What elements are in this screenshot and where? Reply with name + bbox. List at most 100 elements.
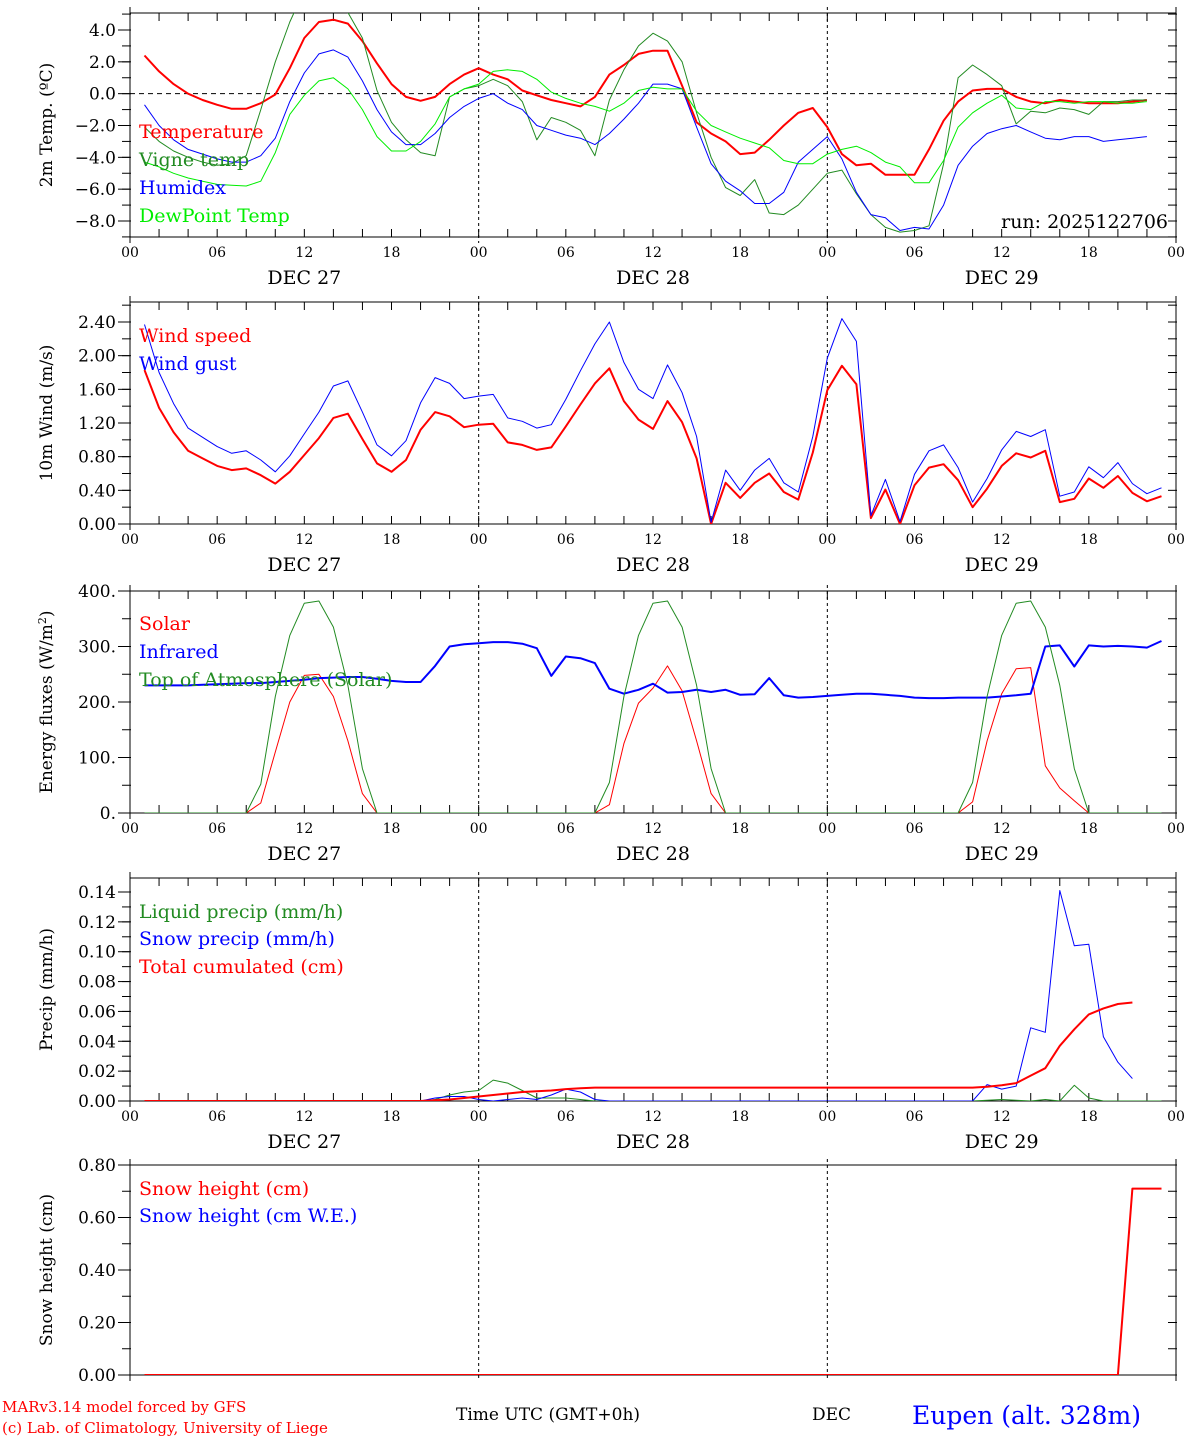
x-tick-label: 06 (208, 821, 226, 837)
y-tick-label: 4.0 (89, 21, 116, 41)
x-tick-label: 18 (1080, 821, 1098, 837)
x-tick-label: 18 (731, 1109, 749, 1125)
footer-time-label: Time UTC (GMT+0h) (456, 1405, 641, 1425)
y-tick-label: 0.40 (78, 1261, 116, 1281)
day-label: DEC 28 (616, 1131, 690, 1153)
x-tick-label: 00 (470, 532, 488, 548)
x-tick-label: 00 (121, 245, 139, 261)
y-tick-label: 100. (78, 749, 116, 769)
y-tick-label: 1.60 (78, 380, 116, 400)
x-tick-label: 12 (644, 1109, 662, 1125)
x-tick-label: 12 (993, 1109, 1011, 1125)
x-tick-label: 00 (1167, 821, 1185, 837)
series-line-humidex (144, 49, 1147, 231)
x-tick-label: 12 (644, 245, 662, 261)
y-axis-label: Precip (mm/h) (37, 928, 57, 1051)
x-tick-label: 00 (1167, 1109, 1185, 1125)
legend-entry: Wind speed (139, 325, 251, 347)
series-line-wind-speed (143, 364, 1162, 524)
y-tick-label: 0. (100, 804, 116, 824)
x-tick-label: 06 (208, 1109, 226, 1125)
x-tick-label: 18 (731, 245, 749, 261)
legend-entry: DewPoint Temp (139, 205, 290, 227)
x-tick-label: 00 (121, 1109, 139, 1125)
y-tick-label: 0.12 (78, 913, 116, 933)
legend-entry: Total cumulated (cm) (139, 956, 344, 978)
legend-entry: Snow precip (mm/h) (139, 928, 335, 950)
series-line-liquid-precip-mm-h- (144, 1079, 1162, 1101)
panel-precip: 00 06 12 18 00 06 12 18 00 06 12 18 00 DEC 27 DEC 28 DE… (37, 872, 1185, 1153)
x-tick-label: 18 (731, 532, 749, 548)
x-tick-label: 00 (470, 821, 488, 837)
y-tick-label: 0.0 (89, 85, 116, 105)
x-tick-label: 06 (208, 532, 226, 548)
y-tick-label: 400. (78, 582, 116, 602)
x-tick-label: 00 (1167, 245, 1185, 261)
series-line-solar (144, 665, 1162, 813)
x-tick-label: 18 (1080, 1109, 1098, 1125)
x-tick-label: 00 (121, 821, 139, 837)
y-axis-label-superscript: 2 (36, 617, 49, 624)
day-label: DEC 27 (267, 267, 341, 289)
x-tick-label: 00 (818, 245, 836, 261)
y-tick-label: 200. (78, 693, 116, 713)
x-tick-label: 00 (818, 532, 836, 548)
series-line-vigne-temp (144, 13, 1147, 233)
x-tick-label: 18 (1080, 245, 1098, 261)
footer-model: MARv3.14 model forced by GFS (2, 1398, 247, 1416)
x-tick-label: 12 (644, 821, 662, 837)
x-tick-label: 12 (295, 821, 313, 837)
y-tick-label: 0.06 (78, 1002, 116, 1022)
y-tick-label: 0.80 (78, 1156, 116, 1176)
y-tick-label: 0.08 (78, 973, 116, 993)
day-label: DEC 27 (267, 1131, 341, 1153)
x-tick-label: 06 (906, 821, 924, 837)
y-tick-label: 2.40 (78, 313, 116, 333)
series-line-infrared (144, 640, 1162, 700)
y-tick-label: 1.20 (78, 414, 116, 434)
y-tick-label: 0.00 (78, 1092, 116, 1112)
legend-entry: Snow height (cm W.E.) (139, 1205, 357, 1227)
y-axis-label: 10m Wind (m/s) (37, 345, 57, 482)
panel-snow-height: 0.80 0.60 0.40 0.20 0.00 Snow height (cm) Snow… (37, 1156, 1177, 1386)
legend-entry: Snow height (cm) (139, 1178, 309, 1200)
y-tick-label: 0.40 (78, 481, 116, 501)
y-tick-label: −6.0 (75, 180, 116, 200)
x-tick-label: 12 (993, 532, 1011, 548)
series-line-wind-gust (144, 318, 1162, 523)
day-label: DEC 27 (267, 843, 341, 865)
y-tick-label: −8.0 (75, 212, 116, 232)
x-tick-label: 00 (470, 1109, 488, 1125)
x-tick-label: 00 (470, 245, 488, 261)
legend-entry: Wind gust (139, 353, 237, 375)
footer-month-label: DEC (812, 1405, 852, 1425)
panel-2m-temp-: 00 06 12 18 00 06 12 18 00 06 12 18 00 DEC 27 DEC 28 DE… (37, 7, 1185, 289)
y-tick-label: 0.04 (78, 1032, 116, 1052)
x-tick-label: 12 (295, 1109, 313, 1125)
legend-entry: Infrared (139, 641, 219, 663)
y-tick-label: 0.00 (78, 1366, 116, 1386)
legend-entry: Temperature (139, 121, 263, 143)
panel-energy-fluxes: 00 06 12 18 00 06 12 18 00 06 12 18 00 DEC 27 DEC 28 DE… (36, 582, 1185, 865)
day-label: DEC 29 (965, 1131, 1039, 1153)
x-tick-label: 06 (906, 532, 924, 548)
x-tick-label: 18 (383, 532, 401, 548)
y-tick-label: 0.00 (78, 515, 116, 535)
x-tick-label: 06 (557, 1109, 575, 1125)
y-axis-label-main: Energy fluxes (W/m (37, 624, 57, 793)
day-label: DEC 28 (616, 267, 690, 289)
y-tick-label: −2.0 (75, 117, 116, 137)
series-line-top-of-atmosphere-solar- (144, 600, 1162, 813)
y-tick-label: 0.60 (78, 1209, 116, 1229)
x-tick-label: 12 (295, 245, 313, 261)
legend-entry: Vigne temp (138, 149, 249, 171)
y-tick-label: 0.14 (78, 883, 116, 903)
day-label: DEC 29 (965, 843, 1039, 865)
series-line-temperature (143, 18, 1148, 176)
x-tick-label: 00 (818, 821, 836, 837)
x-tick-label: 06 (557, 821, 575, 837)
series-line-total-cumulated-cm- (144, 1001, 1133, 1101)
x-tick-label: 18 (383, 821, 401, 837)
legend-entry: Liquid precip (mm/h) (139, 901, 343, 923)
